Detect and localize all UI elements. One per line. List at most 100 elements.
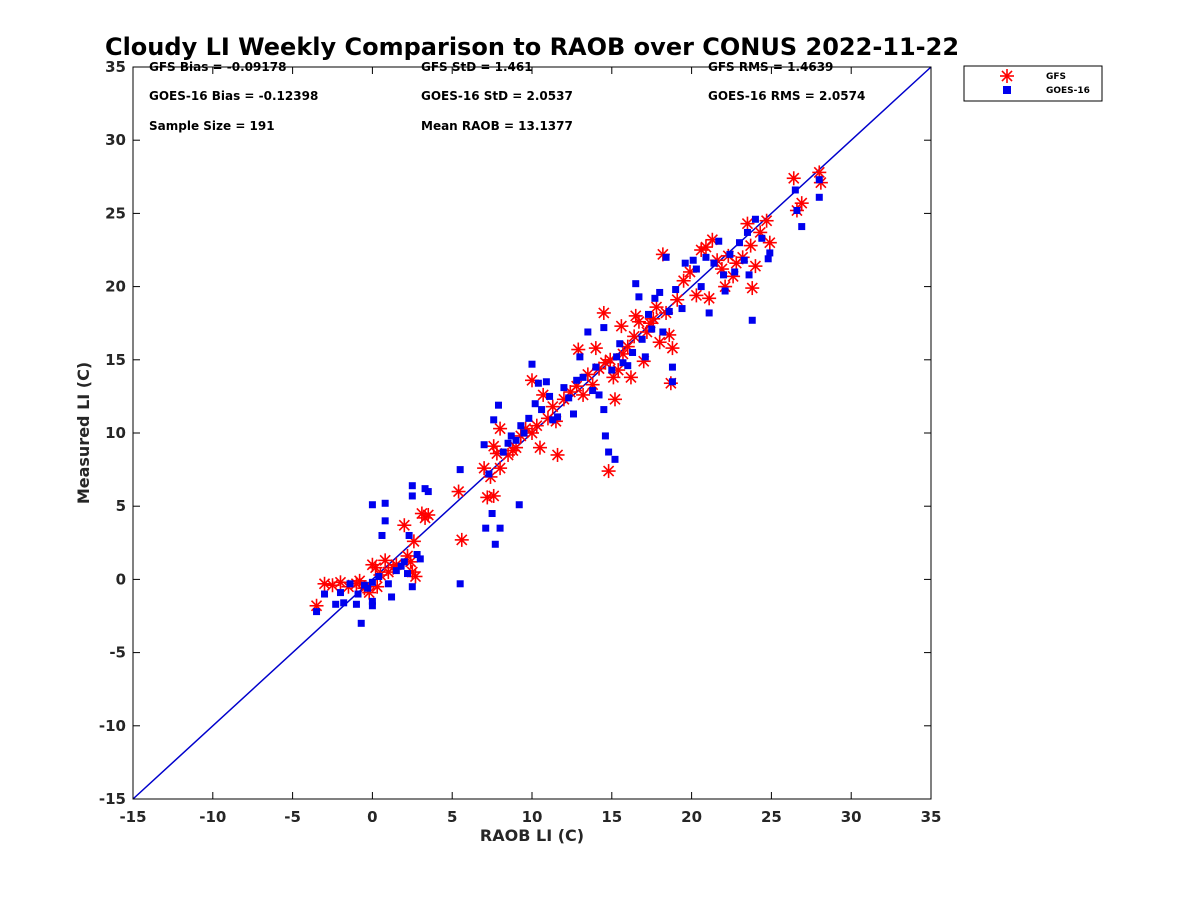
goes16-point	[589, 387, 597, 395]
goes16-point	[560, 384, 568, 392]
goes16-point	[408, 492, 416, 500]
gfs-point	[486, 488, 501, 503]
goes16-point	[346, 580, 354, 588]
gfs-point	[698, 240, 713, 255]
goes16-point	[605, 448, 613, 456]
goes16-point	[645, 310, 653, 318]
goes16-point	[751, 215, 759, 223]
gfs-point	[649, 300, 664, 315]
goes16-point	[662, 253, 670, 261]
goes16-point	[710, 259, 718, 267]
gfs-point	[623, 370, 638, 385]
gfs-point	[762, 235, 777, 250]
goes16-point	[584, 328, 592, 336]
goes16-point	[368, 578, 376, 586]
goes16-point	[375, 572, 383, 580]
goes16-point	[665, 307, 673, 315]
goes16-point	[504, 439, 512, 447]
goes16-point	[697, 283, 705, 291]
goes16-point	[364, 584, 372, 592]
goes16-point	[705, 309, 713, 317]
goes16-point	[576, 353, 584, 361]
x-tick-label: 35	[921, 808, 942, 826]
goes16-point	[659, 328, 667, 336]
legend-gfs-marker	[1000, 69, 1014, 83]
gfs-point	[748, 259, 763, 274]
goes16-point	[531, 400, 539, 408]
goes16-point	[668, 378, 676, 386]
goes16-point	[491, 540, 499, 548]
goes16-point	[689, 256, 697, 264]
y-tick-label: 25	[105, 204, 126, 222]
x-tick-label: 5	[447, 808, 457, 826]
x-tick-label: -15	[119, 808, 146, 826]
goes16-point	[368, 602, 376, 610]
stat-goes-bias: GOES-16 Bias = -0.12398	[149, 89, 318, 103]
goes16-point	[798, 223, 806, 231]
goes16-point	[368, 501, 376, 509]
goes16-point	[494, 401, 502, 409]
legend-box	[963, 65, 1103, 102]
gfs-point	[631, 314, 646, 329]
series-goes16	[313, 176, 823, 627]
gfs-point	[571, 342, 586, 357]
goes16-point	[515, 501, 523, 509]
gfs-point	[545, 399, 560, 414]
goes16-point	[357, 619, 365, 627]
legend-gfs-symbol	[1000, 69, 1014, 83]
plot-area	[132, 66, 932, 800]
gfs-point	[509, 440, 524, 455]
goes16-point	[485, 470, 493, 478]
x-tick-label: 0	[367, 808, 377, 826]
gfs-point	[665, 341, 680, 356]
goes16-point	[600, 324, 608, 332]
goes16-point	[600, 406, 608, 414]
goes16-point	[525, 414, 533, 422]
goes16-point	[766, 249, 774, 257]
gfs-point	[525, 426, 539, 440]
chart-title: Cloudy LI Weekly Comparison to RAOB over…	[105, 33, 959, 61]
legend: GFS GOES-16	[963, 65, 1103, 102]
goes16-point	[619, 359, 627, 367]
y-tick-label: -5	[109, 644, 126, 662]
goes16-point	[641, 353, 649, 361]
goes16-point	[482, 524, 490, 532]
y-tick-label: 30	[105, 131, 126, 149]
goes16-point	[549, 416, 557, 424]
stat-sample-size: Sample Size = 191	[149, 119, 275, 133]
goes16-point	[480, 441, 488, 449]
gfs-point	[421, 507, 436, 522]
goes16-point	[517, 422, 525, 430]
goes16-point	[595, 391, 603, 399]
goes16-point	[740, 256, 748, 264]
gfs-point	[676, 273, 691, 288]
goes16-point	[601, 432, 609, 440]
goes16-point	[745, 271, 753, 279]
gfs-point	[743, 238, 758, 253]
legend-goes16-marker	[1003, 86, 1011, 94]
gfs-point	[689, 288, 704, 303]
goes16-point	[579, 373, 587, 381]
y-tick-label: 10	[105, 424, 126, 442]
y-tick-label: 20	[105, 278, 126, 296]
goes16-point	[332, 600, 340, 608]
legend-goes16-label: GOES-16	[1046, 86, 1090, 96]
gfs-point	[550, 447, 565, 462]
gfs-point	[786, 171, 801, 186]
goes16-point	[720, 271, 728, 279]
gfs-point	[606, 370, 621, 385]
x-tick-label: 10	[522, 808, 543, 826]
goes16-point	[528, 360, 536, 368]
goes16-point	[672, 286, 680, 294]
stat-gfs-bias: GFS Bias = -0.09178	[149, 60, 286, 74]
goes16-point	[496, 524, 504, 532]
goes16-point	[635, 293, 643, 301]
goes16-point	[668, 363, 676, 371]
goes16-point	[488, 510, 496, 518]
goes16-point	[702, 253, 710, 261]
goes16-point	[404, 570, 412, 578]
gfs-point	[614, 319, 629, 334]
goes16-point	[715, 237, 723, 245]
goes16-point	[569, 410, 577, 418]
goes16-point	[424, 488, 432, 496]
